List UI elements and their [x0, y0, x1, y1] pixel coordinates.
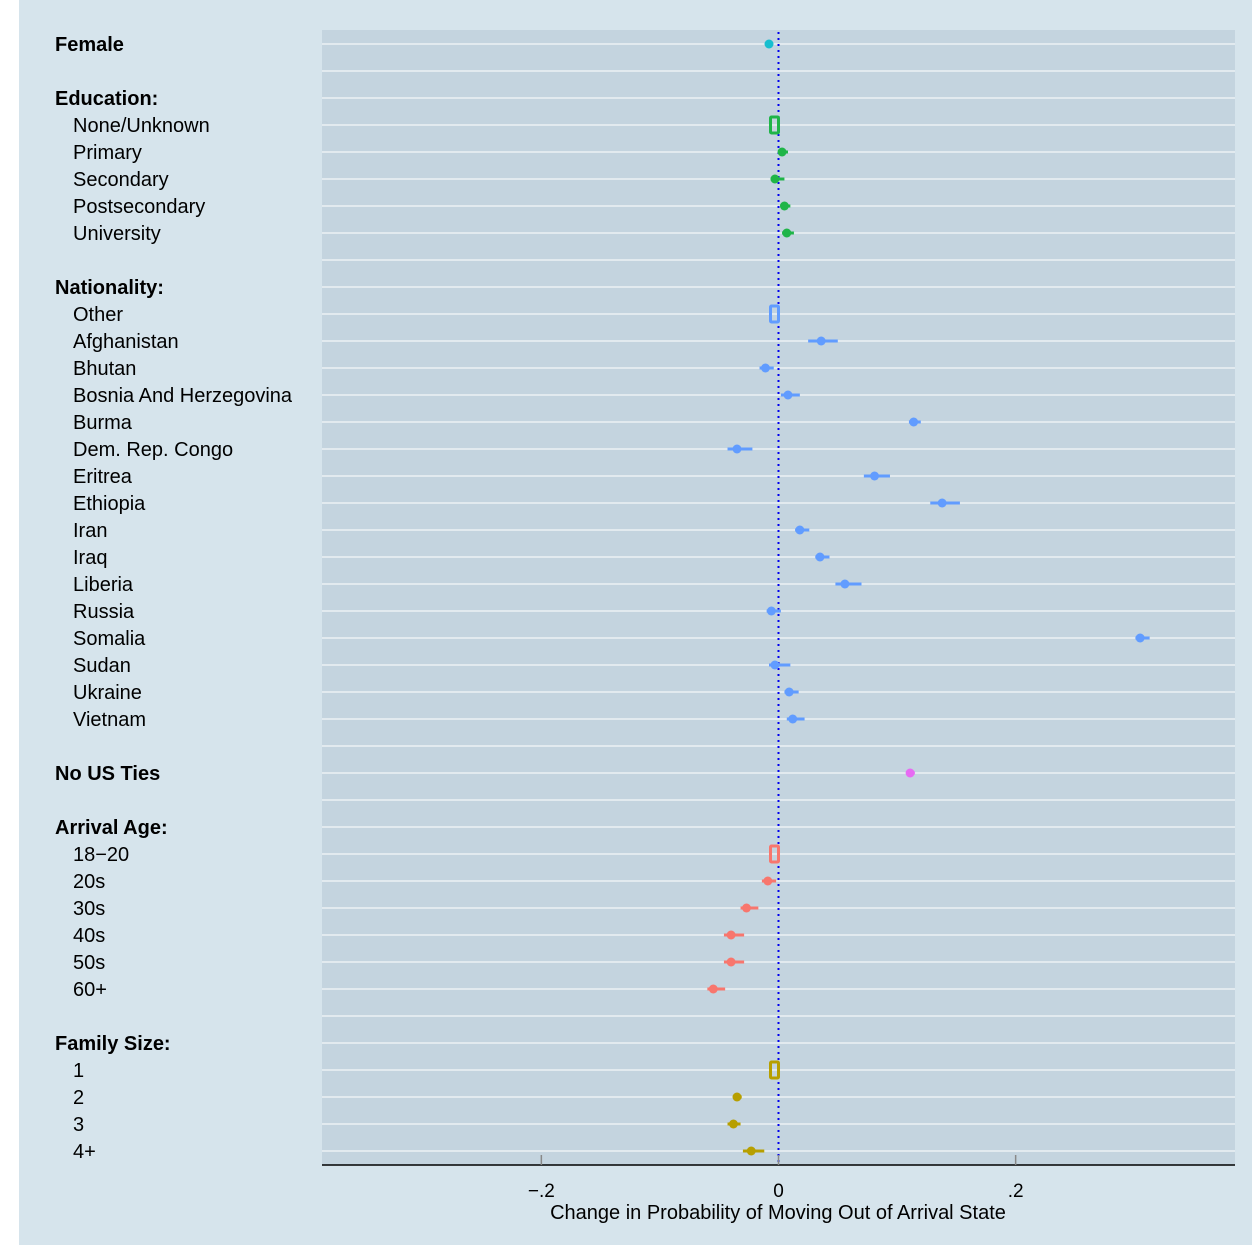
point-estimate: [746, 1146, 756, 1156]
point-estimate: [816, 336, 826, 346]
row-label: 18−20: [73, 844, 129, 866]
row-label: Postsecondary: [73, 196, 205, 218]
point-estimate: [770, 660, 780, 670]
x-tick-label: 0: [773, 1181, 784, 1202]
row-label: Secondary: [73, 169, 169, 191]
point-estimate: [766, 606, 776, 616]
point-estimate: [795, 525, 805, 535]
row-label: 1: [73, 1060, 84, 1082]
point-estimate: [760, 363, 770, 373]
row-label: Vietnam: [73, 709, 146, 731]
point-estimate: [840, 579, 850, 589]
reference-category-marker: [769, 304, 780, 324]
group-header-label: Arrival Age:: [55, 817, 168, 839]
row-label: 2: [73, 1087, 84, 1109]
group-header-label: No US Ties: [55, 763, 160, 785]
row-label: University: [73, 223, 161, 245]
point-estimate: [728, 1119, 738, 1129]
row-label: Liberia: [73, 574, 134, 596]
row-label: 50s: [73, 952, 105, 974]
group-header-label: Family Size:: [55, 1033, 171, 1055]
point-estimate: [783, 390, 793, 400]
point-estimate: [732, 444, 742, 454]
point-estimate: [815, 552, 825, 562]
point-estimate: [870, 471, 880, 481]
row-labels: Female Education: None/Unknown Primary Secon…: [55, 34, 293, 1163]
point-estimate: [777, 147, 787, 157]
row-label: 3: [73, 1114, 84, 1136]
row-label: Burma: [73, 412, 133, 434]
row-label: Dem. Rep. Congo: [73, 439, 233, 461]
row-label: Afghanistan: [73, 331, 179, 353]
point-estimate: [909, 417, 919, 427]
x-tick-label: −.2: [528, 1181, 555, 1202]
point-estimate: [905, 768, 915, 778]
point-estimate: [770, 174, 780, 184]
row-label: 20s: [73, 871, 105, 893]
point-estimate: [779, 201, 789, 211]
coefficient-marks: [707, 39, 1150, 1156]
point-estimate: [764, 39, 774, 49]
row-label: 4+: [73, 1141, 96, 1163]
point-estimate: [726, 930, 736, 940]
reference-category-marker: [769, 844, 780, 864]
row-label: Iran: [73, 520, 107, 542]
point-estimate: [708, 984, 718, 994]
point-estimate: [937, 498, 947, 508]
x-axis-ticks: −.2 0 .2: [528, 1155, 1024, 1202]
point-estimate: [782, 228, 792, 238]
point-estimate: [763, 876, 773, 886]
reference-category-marker: [769, 1060, 780, 1080]
x-tick-label: .2: [1008, 1181, 1024, 1202]
point-estimate: [741, 903, 751, 913]
row-label: Primary: [73, 142, 142, 164]
row-label: Somalia: [73, 628, 146, 650]
row-label: Eritrea: [73, 466, 133, 488]
point-estimate: [726, 957, 736, 967]
reference-category-marker: [769, 115, 780, 135]
group-header-label: Nationality:: [55, 277, 164, 299]
row-label: 60+: [73, 979, 107, 1001]
row-label: 30s: [73, 898, 105, 920]
row-label: Iraq: [73, 547, 107, 569]
point-estimate: [732, 1092, 742, 1102]
row-label: Bhutan: [73, 358, 136, 380]
point-estimate: [788, 714, 798, 724]
row-label: Russia: [73, 601, 135, 623]
point-estimate: [784, 687, 794, 697]
row-label: Other: [73, 304, 123, 326]
row-label: Ethiopia: [73, 493, 146, 515]
row-label: Bosnia And Herzegovina: [73, 385, 293, 407]
group-header-label: Female: [55, 34, 124, 56]
point-estimate: [1135, 633, 1145, 643]
row-label: Ukraine: [73, 682, 142, 704]
row-label: Sudan: [73, 655, 131, 677]
row-label: 40s: [73, 925, 105, 947]
group-header-label: Education:: [55, 88, 158, 110]
x-axis-label: Change in Probability of Moving Out of A…: [550, 1202, 1006, 1224]
row-label: None/Unknown: [73, 115, 210, 137]
